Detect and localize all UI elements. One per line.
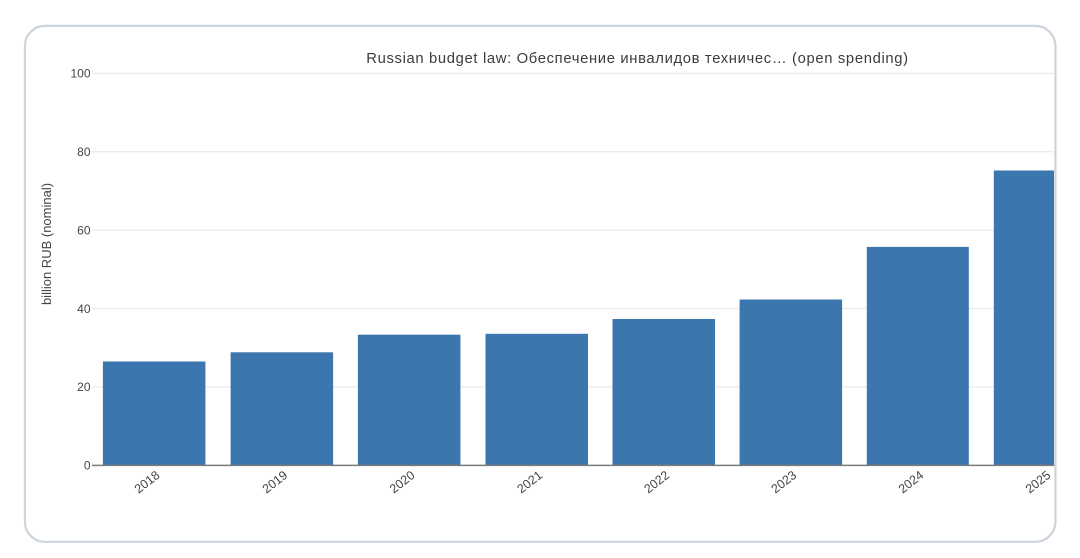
svg-text:60: 60 — [77, 223, 91, 237]
svg-text:100: 100 — [70, 67, 90, 81]
svg-text:40: 40 — [77, 302, 91, 316]
svg-text:80: 80 — [77, 145, 91, 159]
svg-text:Russian budget law: Обеспечени: Russian budget law: Обеспечение инвалидо… — [366, 51, 908, 67]
svg-text:billion RUB (nominal): billion RUB (nominal) — [39, 183, 54, 305]
svg-text:20: 20 — [77, 380, 91, 394]
svg-text:0: 0 — [84, 459, 91, 473]
